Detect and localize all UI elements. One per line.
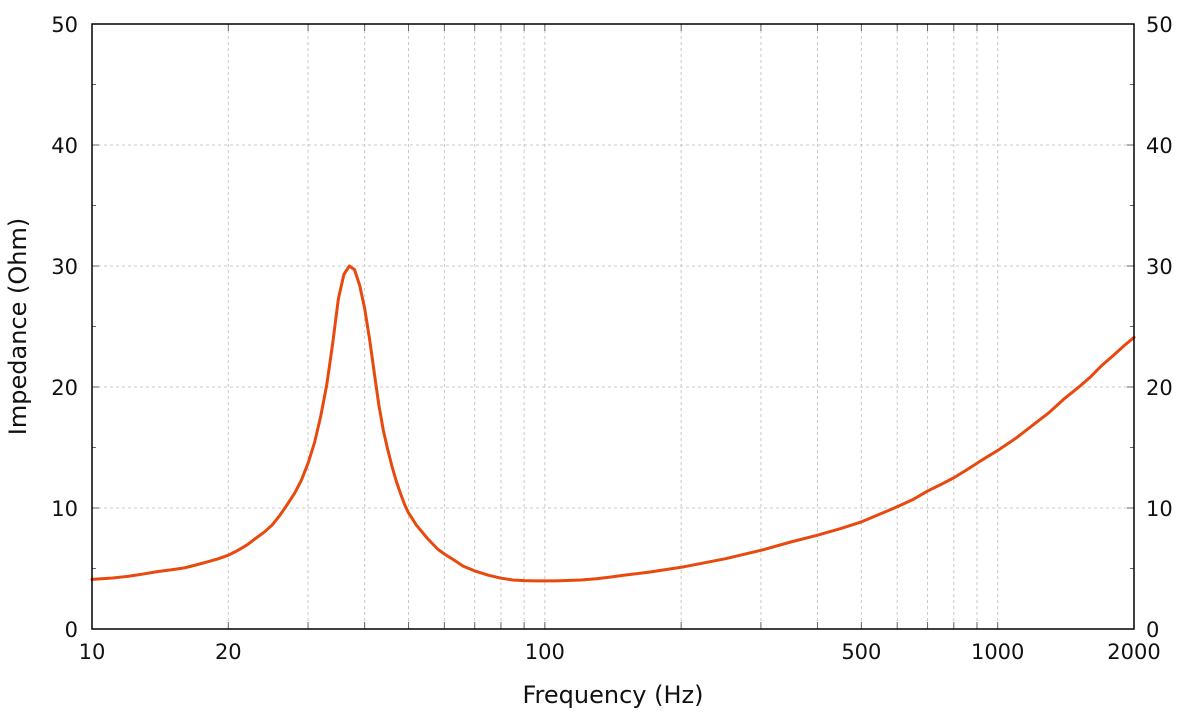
plot-frame [91,23,1135,630]
y-tick-label-right: 20 [1146,376,1173,400]
y-tick-label-right: 40 [1146,134,1173,158]
impedance-curve [90,264,1136,583]
y-axis-label: Impedance (Ohm) [4,218,32,435]
y-tick-label-left: 0 [65,618,78,642]
y-tick-label-left: 30 [51,255,78,279]
y-tick-label-left: 50 [51,13,78,37]
x-tick-label: 1000 [971,640,1024,664]
y-tick-label-left: 40 [51,134,78,158]
y-tick-label-left: 20 [51,376,78,400]
axis-ticks [91,23,1135,630]
x-tick-label: 2000 [1107,640,1160,664]
x-tick-label: 100 [525,640,565,664]
y-tick-label-right: 30 [1146,255,1173,279]
y-tick-label-right: 0 [1146,618,1159,642]
grid-lines [92,24,1134,629]
series-layer [90,264,1136,583]
x-tick-label: 10 [79,640,106,664]
x-tick-label: 20 [215,640,242,664]
y-tick-label-left: 10 [51,497,78,521]
y-tick-label-right: 50 [1146,13,1173,37]
x-tick-label: 500 [841,640,881,664]
x-axis-label: Frequency (Hz) [523,681,704,709]
y-tick-label-right: 10 [1146,497,1173,521]
